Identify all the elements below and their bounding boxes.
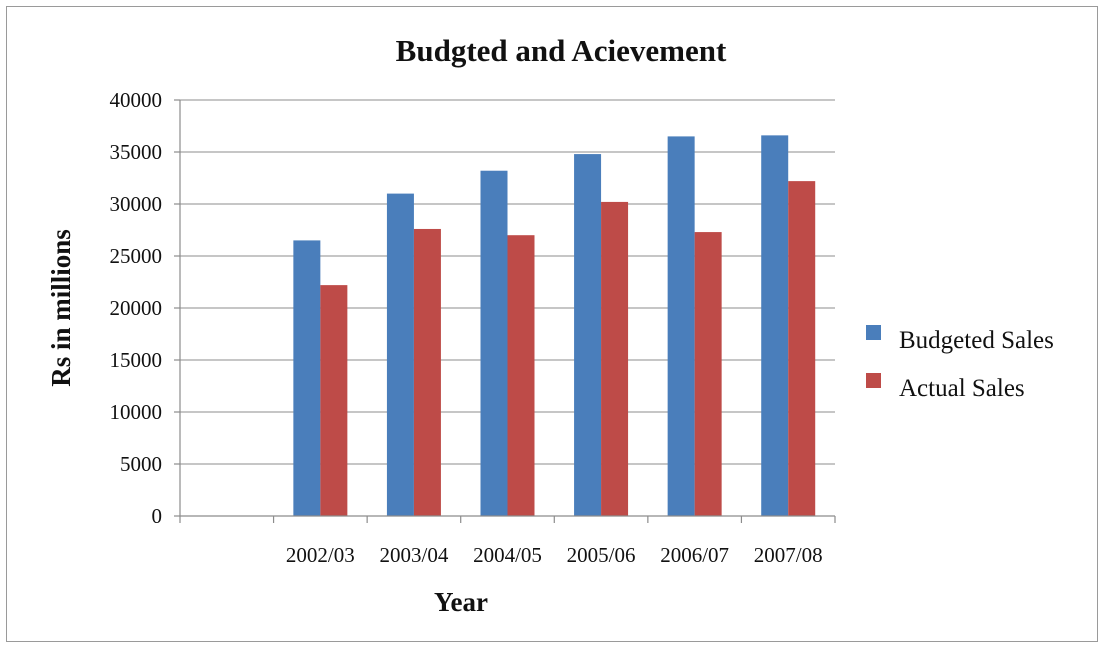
legend-label: Budgeted Sales (899, 327, 1054, 354)
x-tick-label: 2006/07 (660, 543, 729, 567)
bar-budgeted (761, 135, 789, 517)
y-tick-label: 20000 (110, 296, 163, 320)
x-tick-label: 2007/08 (754, 543, 823, 567)
x-tick-label: 2005/06 (567, 543, 636, 567)
bar-budgeted (574, 154, 602, 516)
legend: Budgeted Sales Actual Sales (866, 325, 1054, 402)
x-axis-label: Year (434, 587, 488, 617)
bar-actual (601, 201, 629, 517)
legend-swatch (866, 325, 881, 340)
y-tick-label: 5000 (120, 452, 162, 476)
y-tick-label: 0 (152, 504, 163, 528)
y-tick-label: 15000 (110, 348, 163, 372)
chart-title: Budgted and Acievement (396, 33, 727, 68)
bar-actual (694, 232, 722, 516)
bar-budgeted (386, 193, 414, 516)
y-tick-labels: 0 5000 10000 15000 20000 25000 30000 35000 40000 (110, 88, 163, 528)
bar-actual (788, 181, 816, 516)
y-axis-label: Rs in millions (46, 229, 76, 387)
x-tick-label: 2003/04 (380, 543, 449, 567)
y-tick-label: 35000 (110, 140, 163, 164)
bar-actual (413, 228, 441, 516)
x-tick-labels: 2002/03 2003/04 2004/05 2005/06 2006/07 2007/… (286, 543, 823, 567)
y-tick-label: 10000 (110, 400, 163, 424)
chart-frame (6, 6, 1098, 642)
y-tick-label: 40000 (110, 88, 163, 112)
bar-actual (507, 235, 535, 516)
bars (293, 135, 816, 517)
bar-budgeted (667, 136, 695, 516)
bar-budgeted (293, 240, 321, 516)
axes (174, 99, 836, 523)
y-tick-label: 25000 (110, 244, 163, 268)
legend-swatch (866, 373, 881, 388)
x-tick-label: 2004/05 (473, 543, 542, 567)
legend-label: Actual Sales (899, 375, 1025, 402)
bar-actual (320, 285, 348, 516)
x-tick-label: 2002/03 (286, 543, 355, 567)
y-tick-label: 30000 (110, 192, 163, 216)
bar-budgeted (480, 170, 508, 516)
